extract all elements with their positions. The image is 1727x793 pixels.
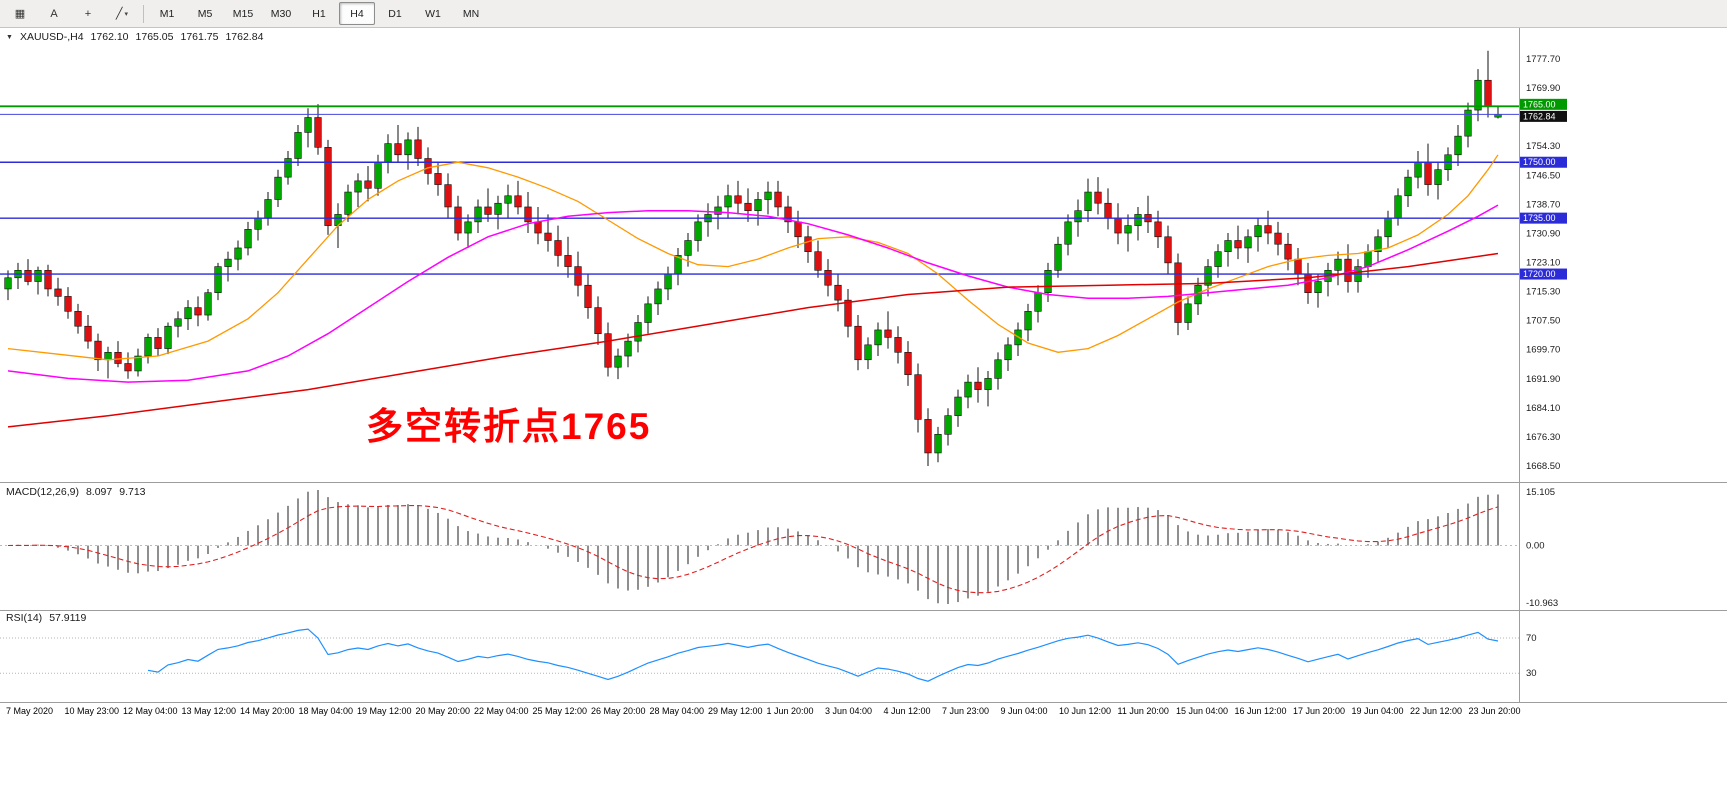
svg-text:1769.90: 1769.90 xyxy=(1526,83,1560,94)
svg-text:26 May 20:00: 26 May 20:00 xyxy=(591,706,646,716)
timeframe-M1[interactable]: M1 xyxy=(159,7,175,20)
timeframe-W1[interactable]: W1 xyxy=(425,7,441,20)
draw-tools-icon[interactable]: ╱ ▾ xyxy=(115,8,129,20)
macd-indicator-label: MACD(12,26,9) 8.097 9.713 xyxy=(6,486,146,498)
crosshair-icon[interactable]: + xyxy=(84,7,92,20)
macd-main-value: 8.097 xyxy=(85,486,113,498)
rsi-line xyxy=(147,628,1499,682)
svg-text:1765.00: 1765.00 xyxy=(1523,99,1556,109)
moving-averages xyxy=(7,154,1499,428)
svg-text:12 May 04:00: 12 May 04:00 xyxy=(123,706,178,716)
timeframe-M15[interactable]: M15 xyxy=(232,7,254,20)
ohlc-high: 1765.05 xyxy=(135,31,174,43)
time-axis-labels: 7 May 2020 10 May 23:00 12 May 04:00 13 May… xyxy=(6,706,1521,716)
chart-canvas[interactable]: 1777.70 1769.90 1762.10 1754.30 1746.50 1738.… xyxy=(0,28,1727,793)
one-click-expander-icon[interactable]: ▼ xyxy=(6,33,13,41)
chart-text-annotation: 多空转折点1765 xyxy=(366,406,652,447)
svg-text:1746.50: 1746.50 xyxy=(1526,170,1560,181)
text-annotation-icon[interactable]: A xyxy=(50,7,58,20)
ohlc-close: 1762.84 xyxy=(225,31,264,43)
svg-text:1730.90: 1730.90 xyxy=(1526,228,1560,239)
rsi-name: RSI(14) xyxy=(6,612,43,624)
svg-text:15 Jun 04:00: 15 Jun 04:00 xyxy=(1176,706,1228,716)
svg-text:23 Jun 20:00: 23 Jun 20:00 xyxy=(1469,706,1521,716)
svg-text:10 May 23:00: 10 May 23:00 xyxy=(65,706,120,716)
svg-text:1777.70: 1777.70 xyxy=(1526,54,1560,65)
svg-text:7 Jun 23:00: 7 Jun 23:00 xyxy=(942,706,989,716)
svg-text:1723.10: 1723.10 xyxy=(1526,257,1560,268)
toolbar-separator xyxy=(143,4,144,23)
candlesticks xyxy=(4,50,1502,466)
svg-text:70: 70 xyxy=(1526,633,1537,644)
timeframe-D1[interactable]: D1 xyxy=(388,7,402,20)
svg-text:22 May 04:00: 22 May 04:00 xyxy=(474,706,529,716)
rsi-value: 57.9119 xyxy=(49,612,87,624)
svg-text:29 May 12:00: 29 May 12:00 xyxy=(708,706,763,716)
svg-text:1668.50: 1668.50 xyxy=(1526,461,1560,472)
svg-text:1 Jun 20:00: 1 Jun 20:00 xyxy=(767,706,814,716)
svg-text:1676.30: 1676.30 xyxy=(1526,432,1560,443)
svg-text:13 May 12:00: 13 May 12:00 xyxy=(182,706,237,716)
svg-text:15.105: 15.105 xyxy=(1526,487,1555,498)
charts-grid-icon[interactable]: ▦ xyxy=(14,8,26,20)
svg-text:18 May 04:00: 18 May 04:00 xyxy=(299,706,354,716)
ma-fast-line xyxy=(7,154,1499,361)
svg-text:1762.84: 1762.84 xyxy=(1523,111,1556,121)
svg-text:1691.90: 1691.90 xyxy=(1526,374,1560,385)
svg-text:19 May 12:00: 19 May 12:00 xyxy=(357,706,412,716)
rsi-indicator-label: RSI(14) 57.9119 xyxy=(6,612,86,624)
macd-name: MACD(12,26,9) xyxy=(6,486,79,498)
dropdown-caret-icon: ▾ xyxy=(124,10,129,18)
macd-signal-line xyxy=(7,505,1499,594)
macd-signal-value: 9.713 xyxy=(119,486,146,498)
svg-text:-10.963: -10.963 xyxy=(1526,598,1558,609)
horizontal-lines xyxy=(0,105,1519,275)
timeframe-H1[interactable]: H1 xyxy=(312,7,326,20)
svg-text:1735.00: 1735.00 xyxy=(1523,213,1556,223)
svg-text:3 Jun 04:00: 3 Jun 04:00 xyxy=(825,706,872,716)
symbol-header: ▼ XAUUSD-,H4 1762.10 1765.05 1761.75 176… xyxy=(6,31,263,43)
svg-text:1754.30: 1754.30 xyxy=(1526,141,1560,152)
svg-text:22 Jun 12:00: 22 Jun 12:00 xyxy=(1410,706,1462,716)
symbol-period-label: XAUUSD-,H4 xyxy=(19,31,84,43)
svg-text:1707.50: 1707.50 xyxy=(1526,316,1560,327)
ohlc-open: 1762.10 xyxy=(90,31,129,43)
timeframe-MN[interactable]: MN xyxy=(462,7,480,20)
svg-text:4 Jun 12:00: 4 Jun 12:00 xyxy=(884,706,931,716)
svg-text:19 Jun 04:00: 19 Jun 04:00 xyxy=(1352,706,1404,716)
svg-text:11 Jun 20:00: 11 Jun 20:00 xyxy=(1118,706,1169,716)
svg-text:1684.10: 1684.10 xyxy=(1526,403,1560,414)
svg-text:16 Jun 12:00: 16 Jun 12:00 xyxy=(1235,706,1287,716)
svg-text:1720.00: 1720.00 xyxy=(1523,269,1556,279)
svg-text:1699.70: 1699.70 xyxy=(1526,345,1560,356)
ohlc-low: 1761.75 xyxy=(180,31,219,43)
svg-text:1738.70: 1738.70 xyxy=(1526,199,1560,210)
toolbar: ▦ A + ╱ ▾ M1 M5 M15 M30 H1 H4 D1 W1 MN xyxy=(0,0,1727,28)
price-badges: 1762.84 1765.00 1750.00 1735.00 1720.00 xyxy=(1520,98,1567,280)
svg-text:1750.00: 1750.00 xyxy=(1523,157,1556,167)
svg-text:25 May 12:00: 25 May 12:00 xyxy=(533,706,588,716)
toolbar-icons: ▦ A + ╱ ▾ xyxy=(4,2,138,25)
timeframe-H4[interactable]: H4 xyxy=(339,2,375,25)
timeframe-M5[interactable]: M5 xyxy=(197,7,213,20)
timeframe-M30[interactable]: M30 xyxy=(270,7,292,20)
svg-text:10 Jun 12:00: 10 Jun 12:00 xyxy=(1059,706,1111,716)
macd-panel: 15.105 0.00 -10.963 xyxy=(0,487,1558,609)
rsi-panel: 70 30 xyxy=(0,628,1537,682)
panel-separators xyxy=(0,28,1727,703)
svg-text:14 May 20:00: 14 May 20:00 xyxy=(240,706,295,716)
svg-text:7 May 2020: 7 May 2020 xyxy=(6,706,53,716)
svg-text:30: 30 xyxy=(1526,668,1537,679)
svg-text:0.00: 0.00 xyxy=(1526,541,1545,552)
svg-text:9 Jun 04:00: 9 Jun 04:00 xyxy=(1001,706,1048,716)
svg-text:28 May 04:00: 28 May 04:00 xyxy=(650,706,705,716)
price-axis-labels: 1777.701769.901762.101754.301746.501738.… xyxy=(1526,54,1560,472)
svg-text:20 May 20:00: 20 May 20:00 xyxy=(416,706,471,716)
toolbar-timeframes: M1 M5 M15 M30 H1 H4 D1 W1 MN xyxy=(149,2,489,25)
svg-text:17 Jun 20:00: 17 Jun 20:00 xyxy=(1293,706,1345,716)
svg-text:1715.30: 1715.30 xyxy=(1526,287,1560,298)
ma-slow-line xyxy=(7,252,1499,428)
ma-medium-line xyxy=(7,204,1499,383)
